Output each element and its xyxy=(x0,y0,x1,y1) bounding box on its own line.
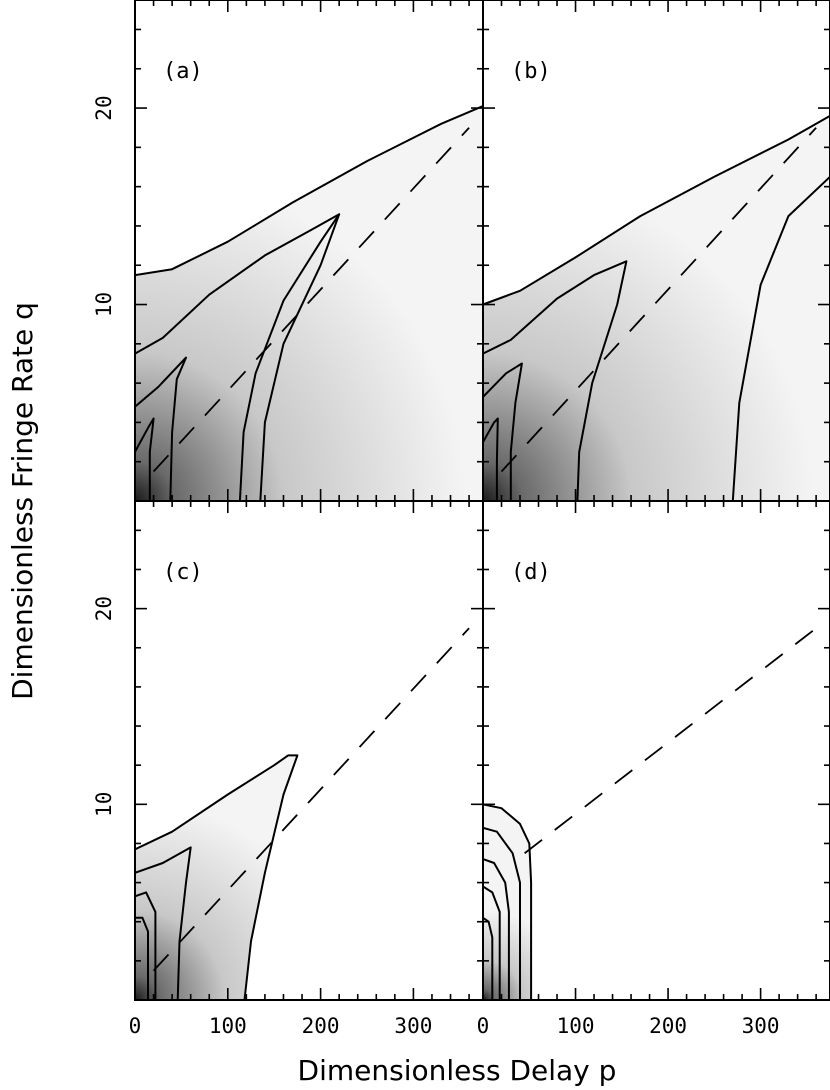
contour-line-5 xyxy=(731,176,830,501)
contour-line-4 xyxy=(483,885,501,1000)
contour-line-4 xyxy=(135,417,155,501)
contour-line-3 xyxy=(483,858,510,1000)
x-tick-label: 300 xyxy=(394,1014,432,1038)
panel-a: (a) 10 20 xyxy=(92,0,484,502)
x-tick-label: 0 xyxy=(477,1014,490,1038)
y-tick-label: 10 xyxy=(92,292,116,317)
contour-line-2 xyxy=(483,826,521,1000)
x-axis-label: Dimensionless Delay p xyxy=(298,1054,617,1087)
panel-label: (a) xyxy=(163,59,203,84)
ridge-dashed-line xyxy=(500,127,817,473)
ridge-dashed-line xyxy=(524,627,817,854)
contour-line-3 xyxy=(135,891,157,1000)
x-tick-label: 100 xyxy=(209,1014,247,1038)
ridge-dashed-line xyxy=(152,627,470,972)
panel-frame xyxy=(482,500,830,1001)
panel-label: (b) xyxy=(511,59,551,84)
contour-line-1 xyxy=(483,803,533,1000)
y-tick-label: 10 xyxy=(92,792,116,817)
contour-line-4 xyxy=(483,417,499,501)
x-tick-label: 100 xyxy=(557,1014,595,1038)
contour-line-2 xyxy=(135,846,192,1000)
contour-line-1 xyxy=(135,754,299,1000)
contour-line-5 xyxy=(259,213,341,501)
panel-d: (d) 0 100 200 300 xyxy=(477,500,830,1038)
panel-b: (b) xyxy=(482,0,830,502)
y-tick-label: 20 xyxy=(92,596,116,621)
contour-line-4 xyxy=(135,916,149,1000)
contour-line-1 xyxy=(483,115,830,306)
y-tick-label: 20 xyxy=(92,95,116,120)
x-tick-label: 0 xyxy=(129,1014,142,1038)
contour-line-2 xyxy=(483,260,628,501)
ridge-dashed-line xyxy=(152,127,470,473)
y-axis-label: Dimensionless Fringe Rate q xyxy=(6,302,39,700)
contour-line-3 xyxy=(135,356,187,501)
intensity-shading xyxy=(135,106,483,501)
x-tick-label: 200 xyxy=(302,1014,340,1038)
x-tick-label: 200 xyxy=(649,1014,687,1038)
intensity-shading xyxy=(483,115,830,501)
intensity-shading xyxy=(135,755,298,1000)
panel-label: (c) xyxy=(163,560,203,585)
contour-line-5 xyxy=(483,916,494,1000)
contour-line-1 xyxy=(135,105,483,277)
x-tick-label: 300 xyxy=(742,1014,780,1038)
panel-label: (d) xyxy=(511,560,551,585)
